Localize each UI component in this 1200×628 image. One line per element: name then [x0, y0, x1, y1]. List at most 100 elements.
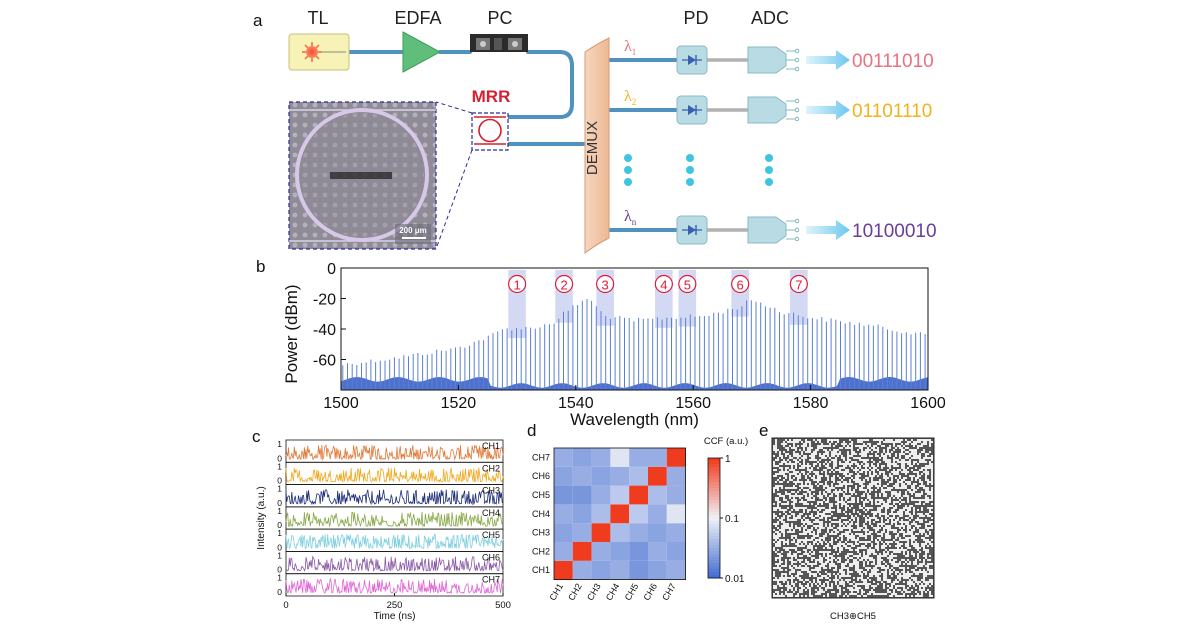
heatmap-cell — [591, 485, 611, 505]
bit-string: 01101110 — [852, 101, 932, 122]
adc-pins — [786, 48, 800, 72]
diode-icon — [682, 55, 702, 65]
demux-label: DEMUX — [584, 121, 601, 175]
colorbar-segment — [708, 479, 720, 483]
heatmap-cell — [666, 560, 686, 580]
heatmap-x-label: CH3 — [585, 582, 603, 603]
colorbar-segment — [708, 554, 720, 558]
heatmap-cell — [572, 560, 592, 580]
colorbar-segment — [708, 539, 720, 543]
channel-marker — [678, 274, 697, 294]
colorbar-segment — [708, 503, 720, 507]
heatmap-x-label: CH1 — [547, 582, 565, 603]
panel-letter-c: c — [252, 427, 261, 446]
x-tick-label: 1520 — [441, 395, 477, 412]
heatmap-cell — [554, 542, 573, 561]
trace-frame — [285, 484, 504, 508]
mrr-micrograph: 200 μm — [288, 101, 437, 250]
x-tick-label: 1580 — [793, 395, 829, 412]
colorbar-segment — [708, 461, 720, 465]
trace-label: CH3 — [482, 486, 500, 496]
heatmap-cell — [610, 466, 630, 486]
y-tick-label: 1 — [277, 550, 282, 560]
heatmap-cell — [629, 504, 648, 524]
heatmap-cell — [666, 466, 686, 486]
heatmap-cell — [610, 523, 630, 542]
heatmap-cell — [648, 560, 667, 580]
adc-label: ADC — [751, 8, 789, 28]
y-tick-label: 0 — [277, 520, 282, 530]
heatmap-cell — [648, 504, 667, 524]
panel-letter-a: a — [253, 11, 263, 30]
lambda-label: λ2 — [624, 88, 636, 107]
colorbar-segment — [708, 572, 720, 576]
trace-line — [285, 511, 504, 528]
y-tick-label: 1 — [277, 484, 282, 494]
x-tick-label: 1540 — [558, 395, 594, 412]
trace-line — [285, 489, 504, 506]
colorbar-segment — [708, 473, 720, 477]
noise-pixels — [773, 439, 933, 597]
channel-rows: λ1 00111010 λ2 01101110 λn 10100010 — [624, 38, 937, 245]
trace-line — [285, 577, 504, 595]
ccf-heatmap: CH1CH1CH2CH2CH3CH3CH4CH4CH5CH5CH6CH6CH7C… — [532, 436, 748, 602]
heatmap-cell — [629, 466, 648, 486]
channel-row: λ1 00111010 — [624, 38, 934, 75]
colorbar-segment — [708, 533, 720, 537]
channel-marker-label: 2 — [560, 278, 567, 293]
channel-row: λ2 01101110 — [624, 88, 932, 125]
heatmap-cell — [554, 523, 573, 542]
heatmap-y-label: CH7 — [532, 452, 550, 462]
trace-frame — [285, 573, 504, 597]
heatmap-y-label: CH4 — [532, 509, 550, 519]
x-tick-label: 1560 — [675, 395, 711, 412]
colorbar-segment — [708, 500, 720, 504]
colorbar-segment — [708, 497, 720, 501]
heatmap-x-label: CH2 — [566, 582, 584, 603]
bit-string: 10100010 — [852, 221, 937, 242]
channel-marker-label: 4 — [660, 278, 667, 293]
trace-label: CH7 — [482, 575, 500, 585]
heatmap-cell — [591, 542, 611, 561]
colorbar-title: CCF (a.u.) — [704, 436, 748, 447]
adc-converter — [747, 96, 787, 124]
adc-pins — [786, 98, 800, 122]
heatmap-y-label: CH5 — [532, 490, 550, 500]
heatmap-y-label: CH2 — [532, 546, 550, 556]
heatmap-cell — [572, 466, 592, 486]
y-tick-label: 0 — [277, 542, 282, 552]
heatmap-y-label: CH6 — [532, 471, 550, 481]
laser-icon — [302, 42, 322, 62]
colorbar-segment — [708, 527, 720, 531]
y-axis-title: Power (dBm) — [282, 284, 301, 383]
heatmap-cell — [554, 466, 573, 486]
panel-a: a TL EDFA PC PD ADC — [253, 8, 937, 254]
colorbar-segment — [708, 518, 720, 522]
heatmap-cell — [629, 542, 648, 561]
colorbar-segment — [708, 542, 720, 546]
y-tick-label: -60 — [313, 353, 336, 370]
channel-marker — [731, 274, 750, 294]
heatmap-cell — [554, 448, 573, 467]
colorbar-segment — [708, 512, 720, 516]
y-axis-title: Intensity (a.u.) — [256, 486, 267, 549]
heatmap-cell — [610, 542, 630, 561]
plot-frame — [340, 267, 929, 391]
colorbar-segment — [708, 524, 720, 528]
colorbar-segment — [708, 575, 720, 579]
colorbar-segment — [708, 536, 720, 540]
diode-icon — [682, 225, 702, 235]
edfa-label: EDFA — [394, 8, 441, 28]
heatmap-cell — [629, 560, 648, 580]
y-tick-label: 1 — [277, 573, 282, 583]
x-axis-title: Time (ns) — [374, 611, 416, 622]
channel-row: λn 10100010 — [624, 208, 937, 245]
tl-label: TL — [307, 8, 328, 28]
heatmap-cell — [666, 448, 686, 467]
heatmap-cell — [666, 504, 686, 524]
channel-marker — [789, 274, 808, 294]
colorbar-segment — [708, 476, 720, 480]
